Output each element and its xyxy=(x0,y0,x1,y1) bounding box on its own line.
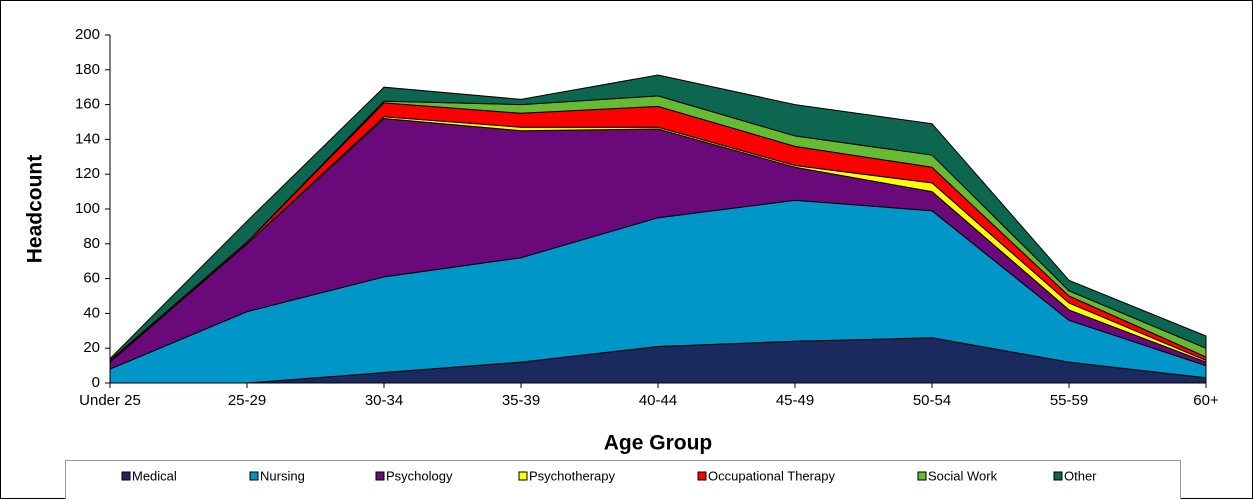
y-tick-label: 100 xyxy=(75,200,100,217)
area xyxy=(109,74,1207,362)
y-tick-label: 20 xyxy=(83,339,100,356)
legend-swatch xyxy=(518,471,528,481)
y-tick-label: 180 xyxy=(75,61,100,78)
x-tick-label: 50-54 xyxy=(913,392,951,409)
y-tick-label: 140 xyxy=(75,130,100,147)
y-tick-label: 120 xyxy=(75,165,100,182)
legend-label: Social Work xyxy=(928,468,998,483)
legend-label: Medical xyxy=(132,468,177,483)
legend-label: Psychology xyxy=(386,468,453,483)
y-tick-label: 0 xyxy=(92,374,100,391)
x-tick-label: 60+ xyxy=(1193,392,1219,409)
legend-swatch xyxy=(121,471,131,481)
x-tick-label: 45-49 xyxy=(776,392,814,409)
x-tick-label: 35-39 xyxy=(502,392,540,409)
legend-swatch xyxy=(375,471,385,481)
y-axis-title: Headcount xyxy=(24,155,47,264)
legend-label: Other xyxy=(1064,468,1097,483)
x-tick-label: 25-29 xyxy=(228,392,266,409)
x-axis-title: Age Group xyxy=(604,432,713,455)
y-tick-label: 60 xyxy=(83,270,100,287)
y-tick-label: 80 xyxy=(83,235,100,252)
x-tick-label: Under 25 xyxy=(79,392,141,409)
y-tick-label: 40 xyxy=(83,304,100,321)
y-tick-label: 200 xyxy=(75,26,100,43)
y-tick-label: 160 xyxy=(75,96,100,113)
x-tick-label: 40-44 xyxy=(639,392,677,409)
legend-swatch xyxy=(917,471,927,481)
x-tick-label: 55-59 xyxy=(1050,392,1088,409)
legend-label: Occupational Therapy xyxy=(708,468,835,483)
x-tick-label: 30-34 xyxy=(365,392,403,409)
legend-label: Nursing xyxy=(260,468,305,483)
legend-swatch xyxy=(697,471,707,481)
legend-swatch xyxy=(1053,471,1063,481)
legend-swatch xyxy=(249,471,259,481)
legend-label: Psychotherapy xyxy=(529,468,615,483)
legend-box xyxy=(65,460,1181,499)
